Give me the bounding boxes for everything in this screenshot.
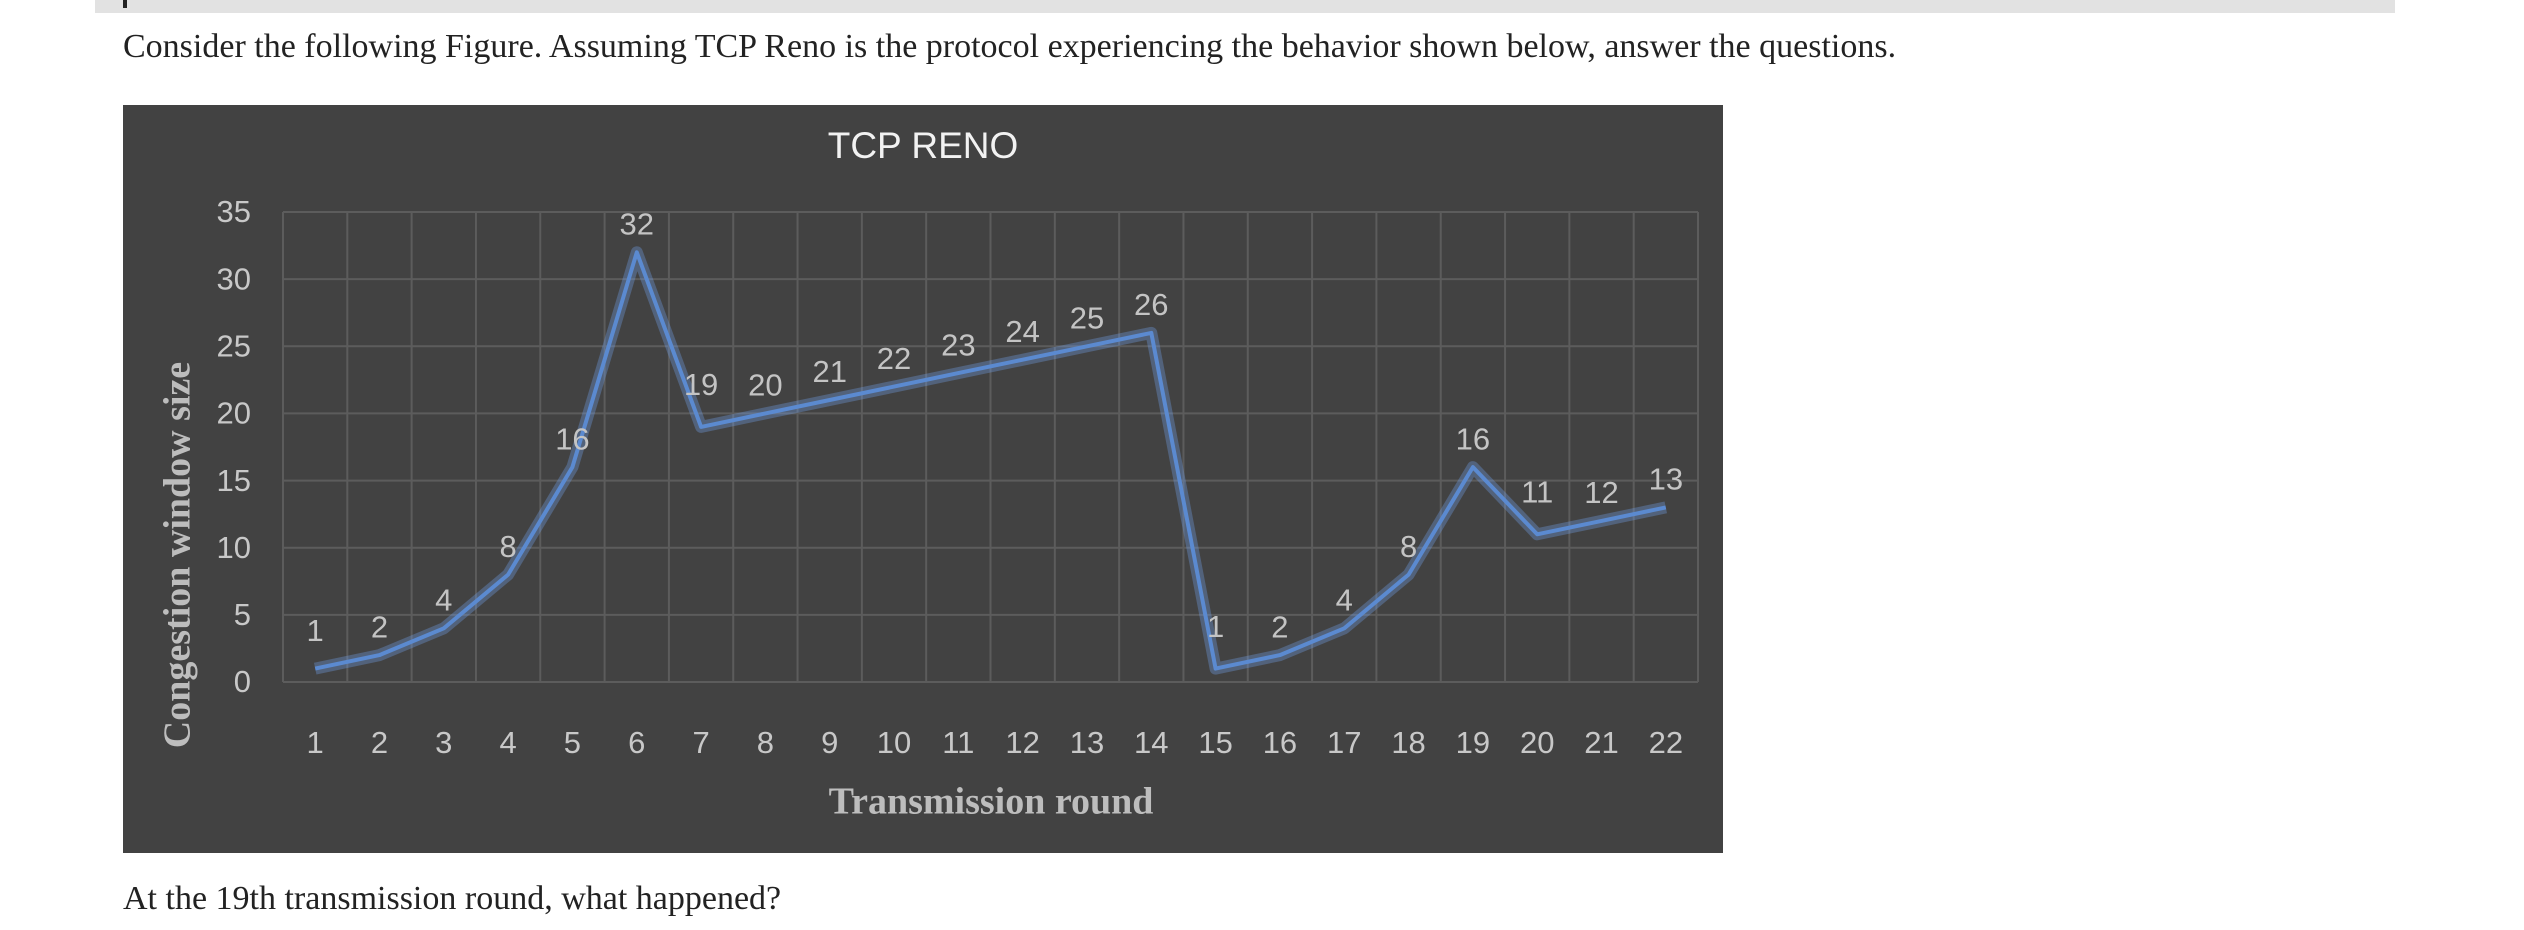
x-tick-label: 22	[1649, 725, 1683, 760]
data-label: 20	[748, 368, 782, 403]
data-label: 13	[1649, 462, 1683, 497]
x-tick-label: 5	[564, 725, 581, 760]
data-label: 8	[499, 529, 516, 564]
x-tick-label: 9	[821, 725, 838, 760]
intro-text: Consider the following Figure. Assuming …	[123, 28, 1897, 65]
x-tick-label: 3	[435, 725, 452, 760]
x-tick-label: 16	[1263, 725, 1297, 760]
question-text: At the 19th transmission round, what hap…	[123, 880, 782, 917]
x-tick-label: 12	[1005, 725, 1039, 760]
x-tick-label: 17	[1327, 725, 1361, 760]
y-tick-label: 20	[217, 396, 251, 431]
data-label: 2	[1271, 609, 1288, 644]
y-axis-title: Congestion window size	[157, 362, 199, 748]
x-tick-label: 19	[1456, 725, 1490, 760]
x-tick-labels: 1 2 3 4 5 6 7 8 9 10 11 12 13 14 15 16 17 18 19 20 21 22	[307, 725, 1684, 760]
data-label: 4	[435, 582, 452, 617]
x-tick-label: 14	[1134, 725, 1168, 760]
data-label: 23	[941, 327, 975, 362]
data-label: 1	[307, 613, 324, 648]
y-tick-label: 0	[234, 664, 251, 699]
data-label: 26	[1134, 287, 1168, 322]
data-label: 8	[1400, 529, 1417, 564]
x-tick-label: 4	[499, 725, 516, 760]
data-label: 16	[1456, 421, 1490, 456]
data-label: 2	[371, 609, 388, 644]
series-line-group	[313, 246, 1668, 675]
data-label: 1	[1207, 609, 1224, 644]
top-divider-bar	[95, 0, 2395, 13]
data-label: 19	[684, 367, 718, 402]
x-tick-label: 6	[628, 725, 645, 760]
x-tick-label: 15	[1198, 725, 1232, 760]
top-marker	[123, 0, 127, 8]
x-tick-label: 18	[1391, 725, 1425, 760]
x-tick-label: 8	[757, 725, 774, 760]
x-tick-label: 7	[692, 725, 709, 760]
data-label: 12	[1584, 475, 1618, 510]
data-label: 16	[555, 421, 589, 456]
chart-title: TCP RENO	[828, 125, 1019, 166]
y-tick-label: 25	[217, 328, 251, 363]
y-tick-label: 35	[217, 194, 251, 229]
data-label: 25	[1070, 300, 1104, 335]
y-tick-labels: 0 5 10 15 20 25 30 35	[217, 194, 251, 699]
data-label: 22	[877, 341, 911, 376]
y-tick-label: 15	[217, 463, 251, 498]
x-axis-title: Transmission round	[829, 781, 1154, 823]
data-label: 24	[1005, 314, 1039, 349]
y-tick-label: 5	[234, 597, 251, 632]
x-tick-label: 2	[371, 725, 388, 760]
y-tick-label: 10	[217, 530, 251, 565]
x-tick-label: 11	[942, 725, 974, 760]
grid-lines	[282, 211, 1699, 683]
x-tick-label: 20	[1520, 725, 1554, 760]
x-tick-label: 21	[1584, 725, 1618, 760]
data-label: 32	[620, 206, 654, 241]
tcp-reno-chart: 0 5 10 15 20 25 30 35 1 2 3 4 5 6 7 8 9 10 11 12 13 14 15 16 17…	[123, 105, 1723, 853]
data-label: 11	[1521, 474, 1553, 509]
x-tick-label: 10	[877, 725, 911, 760]
x-tick-label: 13	[1070, 725, 1104, 760]
data-label: 21	[812, 354, 846, 389]
y-tick-label: 30	[217, 261, 251, 296]
data-label: 4	[1336, 582, 1353, 617]
series-line	[314, 250, 1667, 671]
x-tick-label: 1	[307, 725, 324, 760]
